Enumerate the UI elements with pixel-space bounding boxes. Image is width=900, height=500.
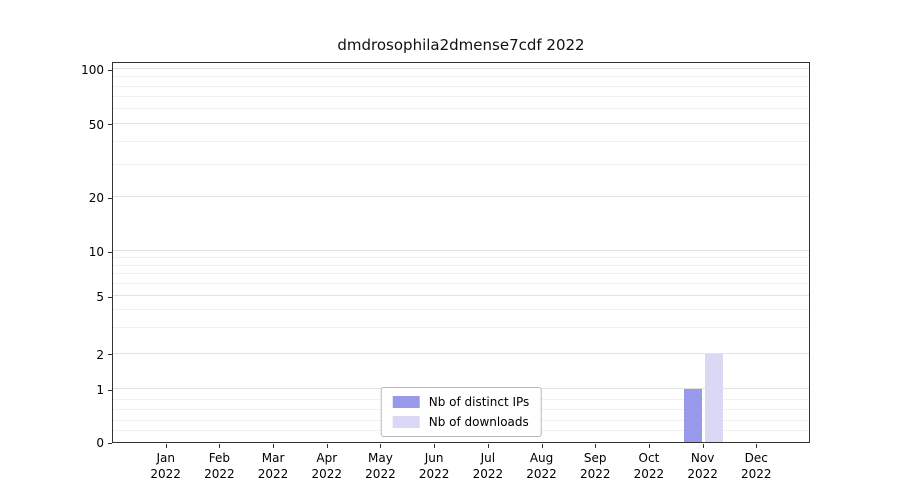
- major-gridline: [113, 295, 809, 297]
- legend-label-downloads: Nb of downloads: [428, 415, 529, 429]
- x-tick-mark: [702, 444, 704, 448]
- bar-downloads: [705, 354, 723, 442]
- x-tick-mark: [219, 444, 221, 448]
- y-tick-mark: [108, 442, 112, 444]
- x-tick-mark: [595, 444, 597, 448]
- x-tick-label: Sep 2022: [579, 451, 611, 482]
- x-tick-label: Dec 2022: [741, 451, 772, 482]
- y-tick-label: 100: [81, 63, 104, 77]
- y-tick-label: 0: [96, 436, 104, 450]
- x-tick-label: Jun 2022: [418, 451, 450, 482]
- y-tick-label: 50: [88, 117, 104, 132]
- y-tick-label: 5: [96, 290, 104, 305]
- y-tick-mark: [108, 251, 112, 253]
- y-tick-label: 10: [88, 245, 104, 260]
- minor-gridline: [113, 327, 809, 329]
- x-tick-label: Oct 2022: [633, 451, 665, 482]
- major-gridline: [113, 196, 809, 198]
- x-tick-mark: [273, 444, 275, 448]
- minor-gridline: [113, 283, 809, 285]
- minor-gridline: [113, 256, 809, 258]
- y-tick-mark: [108, 197, 112, 199]
- x-tick-mark: [380, 444, 382, 448]
- minor-gridline: [113, 163, 809, 165]
- y-tick-mark: [108, 124, 112, 126]
- legend-item-distinct-ips: Nb of distinct IPs: [392, 395, 530, 409]
- legend: Nb of distinct IPs Nb of downloads: [380, 387, 542, 437]
- x-tick-mark: [165, 444, 167, 448]
- y-tick-label: 2: [96, 347, 104, 362]
- minor-gridline: [113, 108, 809, 110]
- y-tick-mark: [108, 296, 112, 298]
- x-tick-mark: [648, 444, 650, 448]
- bar-distinct-ips: [684, 389, 703, 442]
- minor-gridline: [113, 309, 809, 311]
- y-tick-label: 1: [96, 383, 104, 398]
- legend-item-downloads: Nb of downloads: [392, 415, 530, 429]
- x-tick-label: Jul 2022: [472, 451, 504, 482]
- legend-swatch-distinct-ips: [392, 396, 420, 408]
- x-tick-label: Aug 2022: [526, 451, 557, 482]
- major-gridline: [113, 250, 809, 252]
- x-tick-mark: [541, 444, 543, 448]
- y-tick-mark: [108, 354, 112, 356]
- x-tick-mark: [434, 444, 436, 448]
- x-tick-mark: [326, 444, 328, 448]
- minor-gridline: [113, 264, 809, 266]
- y-tick-mark: [108, 389, 112, 391]
- y-tick-label: 20: [88, 191, 104, 206]
- minor-gridline: [113, 140, 809, 142]
- x-tick-label: Nov 2022: [687, 451, 718, 482]
- x-tick-mark: [487, 444, 489, 448]
- plot-area: Nb of distinct IPs Nb of downloads: [112, 62, 810, 443]
- minor-gridline: [113, 85, 809, 87]
- minor-gridline: [113, 273, 809, 275]
- legend-swatch-downloads: [392, 416, 420, 428]
- minor-gridline: [113, 76, 809, 78]
- major-gridline: [113, 68, 809, 70]
- minor-gridline: [113, 96, 809, 98]
- major-gridline: [113, 353, 809, 354]
- legend-label-distinct-ips: Nb of distinct IPs: [428, 395, 530, 409]
- major-gridline: [113, 122, 809, 124]
- x-tick-label: Mar 2022: [257, 451, 289, 482]
- x-tick-mark: [756, 444, 758, 448]
- x-tick-label: Jan 2022: [150, 451, 181, 482]
- x-tick-label: Apr 2022: [311, 451, 343, 482]
- x-tick-label: Feb 2022: [204, 451, 235, 482]
- chart-title: dmdrosophila2dmense7cdf 2022: [337, 36, 585, 54]
- y-tick-mark: [108, 69, 112, 71]
- x-tick-label: May 2022: [365, 451, 396, 482]
- bars-layer: [113, 63, 809, 442]
